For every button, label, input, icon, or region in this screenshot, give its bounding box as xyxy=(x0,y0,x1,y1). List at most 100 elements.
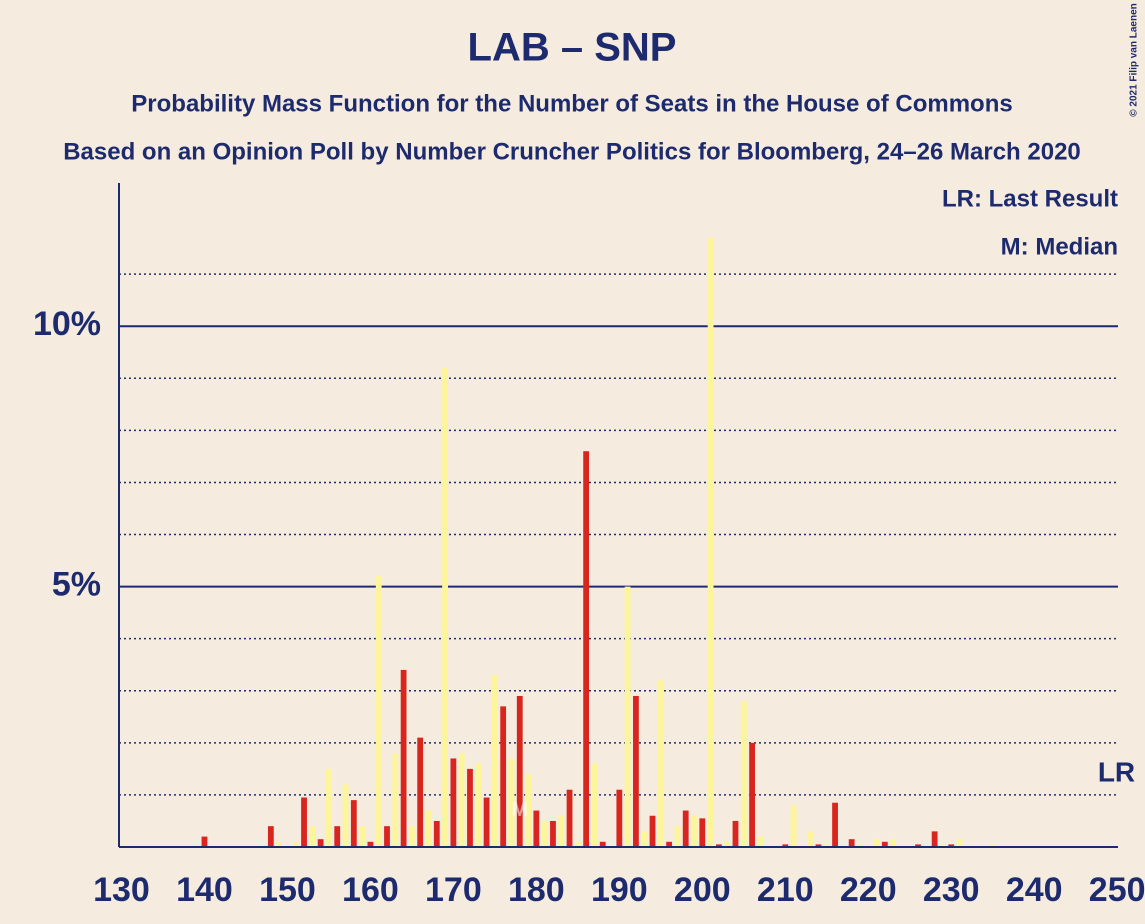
bar xyxy=(583,451,590,847)
bar xyxy=(342,784,349,847)
bar xyxy=(309,826,316,847)
bar xyxy=(350,800,357,847)
bar xyxy=(574,841,581,847)
legend-lr: LR: Last Result xyxy=(942,185,1118,212)
copyright: © 2021 Filip van Laenen xyxy=(1129,3,1140,117)
bar xyxy=(292,841,299,847)
bar xyxy=(782,844,789,847)
bar xyxy=(326,768,332,847)
bar xyxy=(724,841,731,847)
bar xyxy=(591,763,598,847)
bar xyxy=(790,805,797,847)
bar xyxy=(749,742,755,847)
bar xyxy=(707,237,714,847)
bar xyxy=(425,810,432,847)
bar xyxy=(392,753,399,847)
bar xyxy=(674,826,681,847)
x-tick-label: 230 xyxy=(923,871,980,909)
chart-subtitle: Probability Mass Function for the Number… xyxy=(131,90,1012,117)
bar xyxy=(417,737,424,847)
bar xyxy=(616,789,623,847)
chart-subtitle: Based on an Opinion Poll by Number Crunc… xyxy=(63,138,1081,165)
bar xyxy=(267,826,274,847)
bar xyxy=(740,701,747,847)
x-tick-label: 150 xyxy=(259,871,316,909)
bar xyxy=(375,576,382,847)
bar xyxy=(940,844,946,847)
bar xyxy=(666,841,673,847)
bar xyxy=(732,820,739,847)
bar xyxy=(857,844,863,847)
legend-m: M: Median xyxy=(1001,233,1118,260)
bar xyxy=(649,815,656,847)
bar xyxy=(558,815,565,847)
bar xyxy=(359,826,366,847)
bar xyxy=(433,820,440,847)
y-tick-label: 5% xyxy=(52,566,101,604)
bar xyxy=(317,839,324,847)
x-tick-label: 190 xyxy=(591,871,648,909)
bar xyxy=(442,367,448,847)
bar xyxy=(823,844,830,847)
bar xyxy=(757,836,764,847)
x-tick-label: 170 xyxy=(425,871,482,909)
x-tick-label: 250 xyxy=(1089,871,1145,909)
median-marker: M xyxy=(511,799,528,821)
last-result-label: LR xyxy=(1098,756,1135,787)
bar xyxy=(599,841,606,847)
bar xyxy=(699,818,706,847)
bar xyxy=(500,706,507,847)
chart-title: LAB – SNP xyxy=(468,26,677,70)
x-tick-label: 200 xyxy=(674,871,731,909)
bar xyxy=(691,815,697,847)
bar xyxy=(301,797,307,847)
x-tick-label: 220 xyxy=(840,871,897,909)
bar xyxy=(641,831,648,847)
x-tick-label: 180 xyxy=(508,871,565,909)
bar xyxy=(931,831,938,847)
x-tick-label: 140 xyxy=(176,871,233,909)
bar xyxy=(881,841,888,847)
bar xyxy=(408,826,415,847)
bar xyxy=(633,695,639,847)
bar xyxy=(807,831,814,847)
bar xyxy=(550,820,556,847)
bar xyxy=(475,763,482,847)
bar xyxy=(657,680,664,847)
bar xyxy=(508,758,515,847)
bar xyxy=(276,841,283,847)
bar xyxy=(467,768,473,847)
bar xyxy=(915,844,921,847)
bar xyxy=(367,841,374,847)
bar xyxy=(715,844,722,847)
bar xyxy=(989,844,996,847)
bar xyxy=(458,753,465,847)
bar xyxy=(400,669,407,847)
y-tick-label: 10% xyxy=(33,305,101,343)
x-tick-label: 160 xyxy=(342,871,399,909)
bar xyxy=(815,844,822,847)
bar xyxy=(890,839,897,847)
bar xyxy=(533,810,540,847)
bar xyxy=(450,758,457,847)
bar xyxy=(624,586,631,847)
bar xyxy=(832,802,838,847)
bar xyxy=(566,789,573,847)
bar xyxy=(848,839,855,847)
bar xyxy=(201,836,208,847)
bar xyxy=(483,797,490,847)
bar xyxy=(956,839,963,847)
bar xyxy=(491,675,498,847)
x-tick-label: 240 xyxy=(1006,871,1063,909)
bar xyxy=(682,810,689,847)
bar xyxy=(384,826,390,847)
x-tick-label: 130 xyxy=(93,871,150,909)
bar xyxy=(948,844,955,847)
bar xyxy=(541,820,548,847)
x-tick-label: 210 xyxy=(757,871,814,909)
bar xyxy=(334,826,341,847)
bar xyxy=(525,774,531,847)
bar xyxy=(516,695,523,847)
bar xyxy=(873,839,880,847)
